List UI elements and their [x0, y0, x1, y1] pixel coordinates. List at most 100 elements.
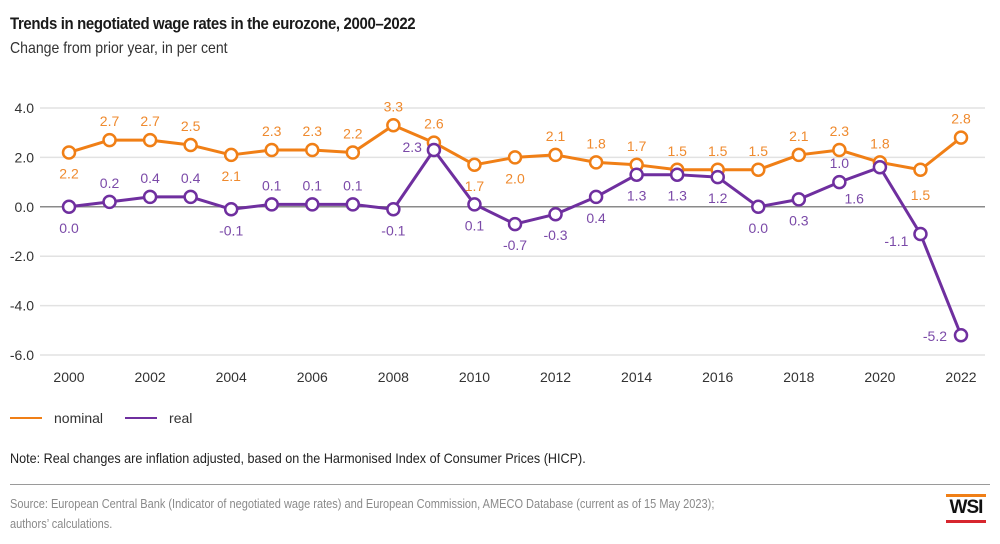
data-label-nominal: 1.5: [749, 143, 769, 159]
data-label-real: -5.2: [923, 328, 947, 344]
data-point-nominal: [548, 147, 563, 163]
x-tick-label: 2022: [945, 369, 976, 385]
y-tick-label: -2.0: [10, 248, 34, 264]
data-label-nominal: 2.1: [221, 168, 241, 184]
source-text: Source: European Central Bank (Indicator…: [10, 494, 714, 534]
data-label-real: -0.7: [503, 237, 527, 253]
data-point-nominal: [832, 142, 847, 158]
data-label-real: -0.1: [381, 222, 405, 238]
x-tick-label: 2014: [621, 369, 652, 385]
data-point-nominal: [953, 130, 969, 145]
legend-swatch-real: [125, 417, 158, 419]
legend: nominal real: [10, 410, 214, 426]
data-point-real: [832, 174, 847, 190]
y-tick-label: -6.0: [10, 347, 34, 363]
x-axis-ticks: 2000 2002 2004 2006 2008 2010 2012 2014 2016 2018…: [53, 369, 976, 385]
data-point-nominal: [264, 142, 279, 158]
data-point-nominal: [142, 132, 158, 148]
data-point-nominal: [386, 118, 401, 133]
data-point-real: [345, 197, 361, 212]
data-point-real: [142, 189, 158, 205]
x-tick-label: 2010: [459, 369, 490, 385]
x-tick-label: 2016: [702, 369, 733, 385]
x-tick-label: 2012: [540, 369, 571, 385]
chart-title: Trends in negotiated wage rates in the e…: [10, 14, 416, 33]
logo-text: WSI: [949, 497, 984, 518]
data-point-nominal: [305, 142, 320, 158]
data-label-nominal: 1.7: [465, 178, 485, 194]
data-label-real: 0.2: [100, 175, 120, 191]
data-labels: 2.2 2.7 2.7 2.5 2.1 2.3 2.3 2.2 3.3 2.6 1.7 2.0 2.1 1…: [59, 98, 971, 344]
y-tick-label: -4.0: [10, 298, 34, 314]
data-point-real: [183, 189, 198, 205]
data-point-nominal: [102, 132, 117, 148]
source-line-2: authors’ calculations.: [10, 517, 113, 531]
data-point-real: [386, 202, 401, 217]
data-label-real: 0.4: [181, 170, 201, 186]
data-point-real: [305, 197, 320, 212]
legend-swatch-nominal: [10, 417, 42, 419]
data-label-nominal: 1.5: [911, 187, 931, 203]
data-label-real: 1.2: [708, 190, 728, 206]
legend-label-real: real: [169, 410, 193, 426]
data-point-real: [669, 167, 685, 182]
y-tick-label: 4.0: [15, 100, 35, 116]
data-label-nominal: 2.7: [100, 113, 120, 129]
data-label-real: -0.1: [219, 222, 243, 238]
data-label-nominal: 1.5: [667, 143, 687, 159]
data-label-nominal: 2.5: [181, 118, 201, 134]
data-point-real: [751, 199, 766, 215]
data-point-nominal: [61, 145, 77, 160]
data-label-nominal: 3.3: [384, 98, 404, 114]
data-label-nominal: 2.6: [424, 116, 444, 132]
divider: [10, 484, 990, 485]
data-label-nominal: 2.1: [546, 128, 566, 144]
data-point-real: [710, 169, 725, 185]
data-point-real: [223, 202, 239, 217]
data-point-nominal: [507, 150, 523, 165]
data-label-real: 2.3: [402, 139, 422, 155]
data-point-real: [426, 142, 442, 158]
data-label-real: 0.0: [749, 220, 769, 236]
data-label-real: 0.4: [140, 170, 160, 186]
data-point-real: [467, 197, 482, 212]
data-point-real: [629, 167, 644, 182]
data-label-nominal: 2.2: [343, 125, 363, 141]
data-point-real: [264, 197, 279, 212]
data-label-nominal: 2.1: [789, 128, 809, 144]
data-point-nominal: [223, 147, 239, 163]
data-label-nominal: 2.3: [303, 123, 323, 139]
legend-label-nominal: nominal: [54, 410, 104, 426]
chart-subtitle: Change from prior year, in per cent: [10, 40, 228, 57]
data-label-nominal: 1.7: [627, 138, 647, 154]
x-tick-label: 2020: [864, 369, 895, 385]
x-tick-label: 2004: [216, 369, 247, 385]
data-label-nominal: 2.8: [951, 111, 971, 127]
x-tick-label: 2000: [53, 369, 84, 385]
data-point-nominal: [751, 162, 766, 177]
gridlines: [40, 107, 985, 356]
data-label-nominal: 2.3: [262, 123, 282, 139]
data-point-real: [913, 226, 928, 242]
data-label-nominal: 1.8: [870, 135, 890, 151]
data-point-nominal: [588, 155, 604, 170]
x-tick-label: 2002: [135, 369, 166, 385]
data-label-real: 0.1: [465, 217, 485, 233]
data-point-real: [588, 189, 604, 205]
logo-bar-bottom: [946, 520, 986, 523]
data-point-real: [548, 206, 563, 222]
data-point-nominal: [467, 157, 482, 173]
data-point-nominal: [345, 145, 361, 160]
x-tick-label: 2006: [297, 369, 328, 385]
data-point-real: [872, 160, 888, 175]
data-label-real: -1.1: [884, 233, 908, 249]
chart-note: Note: Real changes are inflation adjuste…: [10, 450, 586, 466]
y-axis-ticks: 4.0 2.0 0.0 -2.0 -4.0 -6.0: [10, 100, 34, 363]
logo-bar-top: [946, 494, 986, 497]
data-label-real: 1.3: [627, 188, 647, 204]
data-label-real: 1.6: [844, 190, 864, 206]
data-label-real: -0.3: [543, 227, 567, 243]
data-label-real: 0.1: [262, 177, 282, 193]
x-tick-label: 2008: [378, 369, 409, 385]
data-label-real: 0.1: [303, 177, 323, 193]
